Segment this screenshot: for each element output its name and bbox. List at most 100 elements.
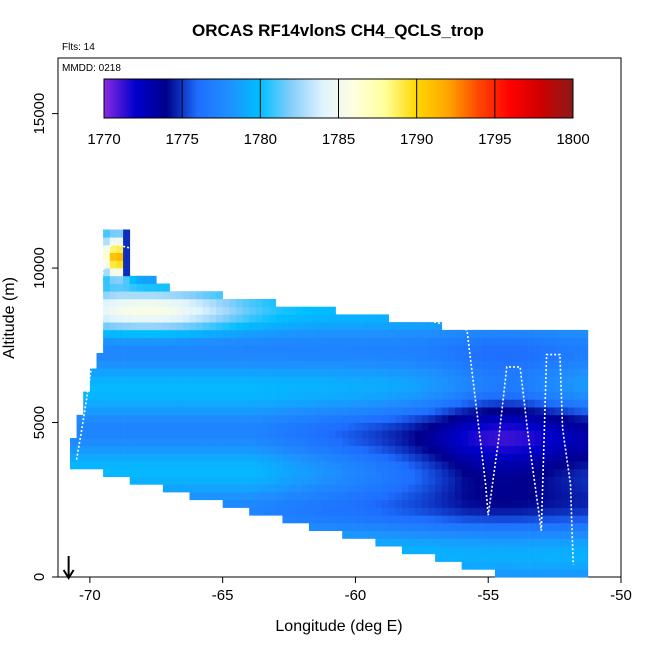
heatmap-cell: [129, 329, 137, 338]
heatmap-cell: [123, 391, 131, 400]
heatmap-cell: [143, 445, 150, 454]
heatmap-cell: [428, 499, 436, 508]
heatmap-cell: [541, 553, 549, 562]
heatmap-cell: [428, 507, 436, 516]
heatmap-cell: [494, 484, 502, 493]
heatmap-cell: [574, 329, 582, 338]
heatmap-cell: [481, 383, 489, 392]
heatmap-cell: [156, 345, 164, 354]
heatmap-cell: [514, 484, 522, 493]
heatmap-cell: [494, 476, 502, 485]
heatmap-cell: [328, 422, 336, 431]
heatmap-cell: [468, 422, 476, 431]
heatmap-cell: [514, 538, 522, 547]
heatmap-cell: [355, 468, 363, 477]
heatmap-cell: [162, 383, 170, 392]
heatmap-cell: [514, 430, 522, 439]
heatmap-cell: [249, 484, 257, 493]
heatmap-cell: [328, 329, 336, 338]
heatmap-cell: [182, 376, 190, 385]
heatmap-cell: [269, 445, 277, 454]
heatmap-cell: [355, 360, 363, 369]
heatmap-cell: [282, 422, 290, 431]
heatmap-cell: [448, 353, 456, 362]
heatmap-cell: [235, 492, 243, 501]
heatmap-cell: [143, 376, 150, 385]
heatmap-cell: [554, 414, 562, 423]
heatmap-cell: [282, 383, 290, 392]
heatmap-cell: [368, 353, 376, 362]
heatmap-cell: [355, 430, 363, 439]
heatmap-cell: [368, 476, 376, 485]
heatmap-cell: [96, 368, 104, 377]
heatmap-cell: [103, 314, 111, 323]
heatmap-cell: [302, 399, 310, 408]
heatmap-cell: [328, 314, 336, 323]
heatmap-cell: [474, 499, 482, 508]
heatmap-cell: [235, 337, 243, 346]
heatmap-cell: [222, 353, 230, 362]
heatmap-cell: [448, 383, 456, 392]
heatmap-cell: [541, 360, 549, 369]
heatmap-cell: [401, 376, 409, 385]
heatmap-cell: [528, 546, 536, 555]
heatmap-cell: [275, 376, 283, 385]
heatmap-cell: [322, 453, 330, 462]
heatmap-cell: [355, 353, 363, 362]
heatmap-cell: [355, 322, 363, 331]
heatmap-cell: [229, 422, 237, 431]
heatmap-cell: [428, 530, 436, 539]
heatmap-cell: [242, 399, 250, 408]
heatmap-cell: [235, 445, 243, 454]
heatmap-cell: [123, 430, 131, 439]
heatmap-cell: [169, 368, 177, 377]
heatmap-cell: [269, 368, 277, 377]
heatmap-cell: [103, 360, 111, 369]
heatmap-cell: [295, 445, 303, 454]
heatmap-cell: [136, 275, 144, 284]
heatmap-cell: [501, 476, 509, 485]
heatmap-cell: [136, 360, 144, 369]
heatmap-cell: [481, 399, 489, 408]
heatmap-cell: [123, 268, 131, 277]
heatmap-cell: [216, 430, 223, 439]
heatmap-cell: [70, 453, 77, 462]
heatmap-cell: [355, 453, 363, 462]
heatmap-cell: [388, 476, 396, 485]
heatmap-cell: [302, 353, 310, 362]
heatmap-cell: [441, 499, 449, 508]
heatmap-cell: [309, 492, 316, 501]
heatmap-cell: [574, 546, 582, 555]
heatmap-cell: [109, 453, 117, 462]
heatmap-cell: [282, 430, 290, 439]
heatmap-cell: [116, 468, 124, 477]
heatmap-cell: [309, 407, 316, 416]
heatmap-cell: [209, 407, 217, 416]
heatmap-cell: [289, 360, 296, 369]
heatmap-cell: [109, 268, 117, 277]
heatmap-cell: [514, 461, 522, 470]
heatmap-cell: [96, 438, 104, 447]
heatmap-cell: [395, 414, 403, 423]
heatmap-cell: [116, 252, 124, 261]
heatmap-cell: [541, 522, 549, 531]
heatmap-cell: [169, 383, 177, 392]
heatmap-cell: [249, 376, 257, 385]
heatmap-cell: [488, 468, 496, 477]
heatmap-cell: [567, 399, 575, 408]
heatmap-cell: [255, 414, 263, 423]
heatmap-cell: [375, 522, 383, 531]
heatmap-cell: [275, 414, 283, 423]
heatmap-cell: [428, 538, 436, 547]
heatmap-cell: [395, 468, 403, 477]
heatmap-cell: [202, 484, 210, 493]
heatmap-cell: [574, 430, 582, 439]
heatmap-cell: [541, 383, 549, 392]
heatmap-cell: [521, 453, 529, 462]
heatmap-cell: [70, 438, 77, 447]
heatmap-cell: [302, 345, 310, 354]
heatmap-cell: [116, 345, 124, 354]
heatmap-cell: [123, 376, 131, 385]
heatmap-cell: [216, 422, 223, 431]
heatmap-cell: [189, 329, 197, 338]
